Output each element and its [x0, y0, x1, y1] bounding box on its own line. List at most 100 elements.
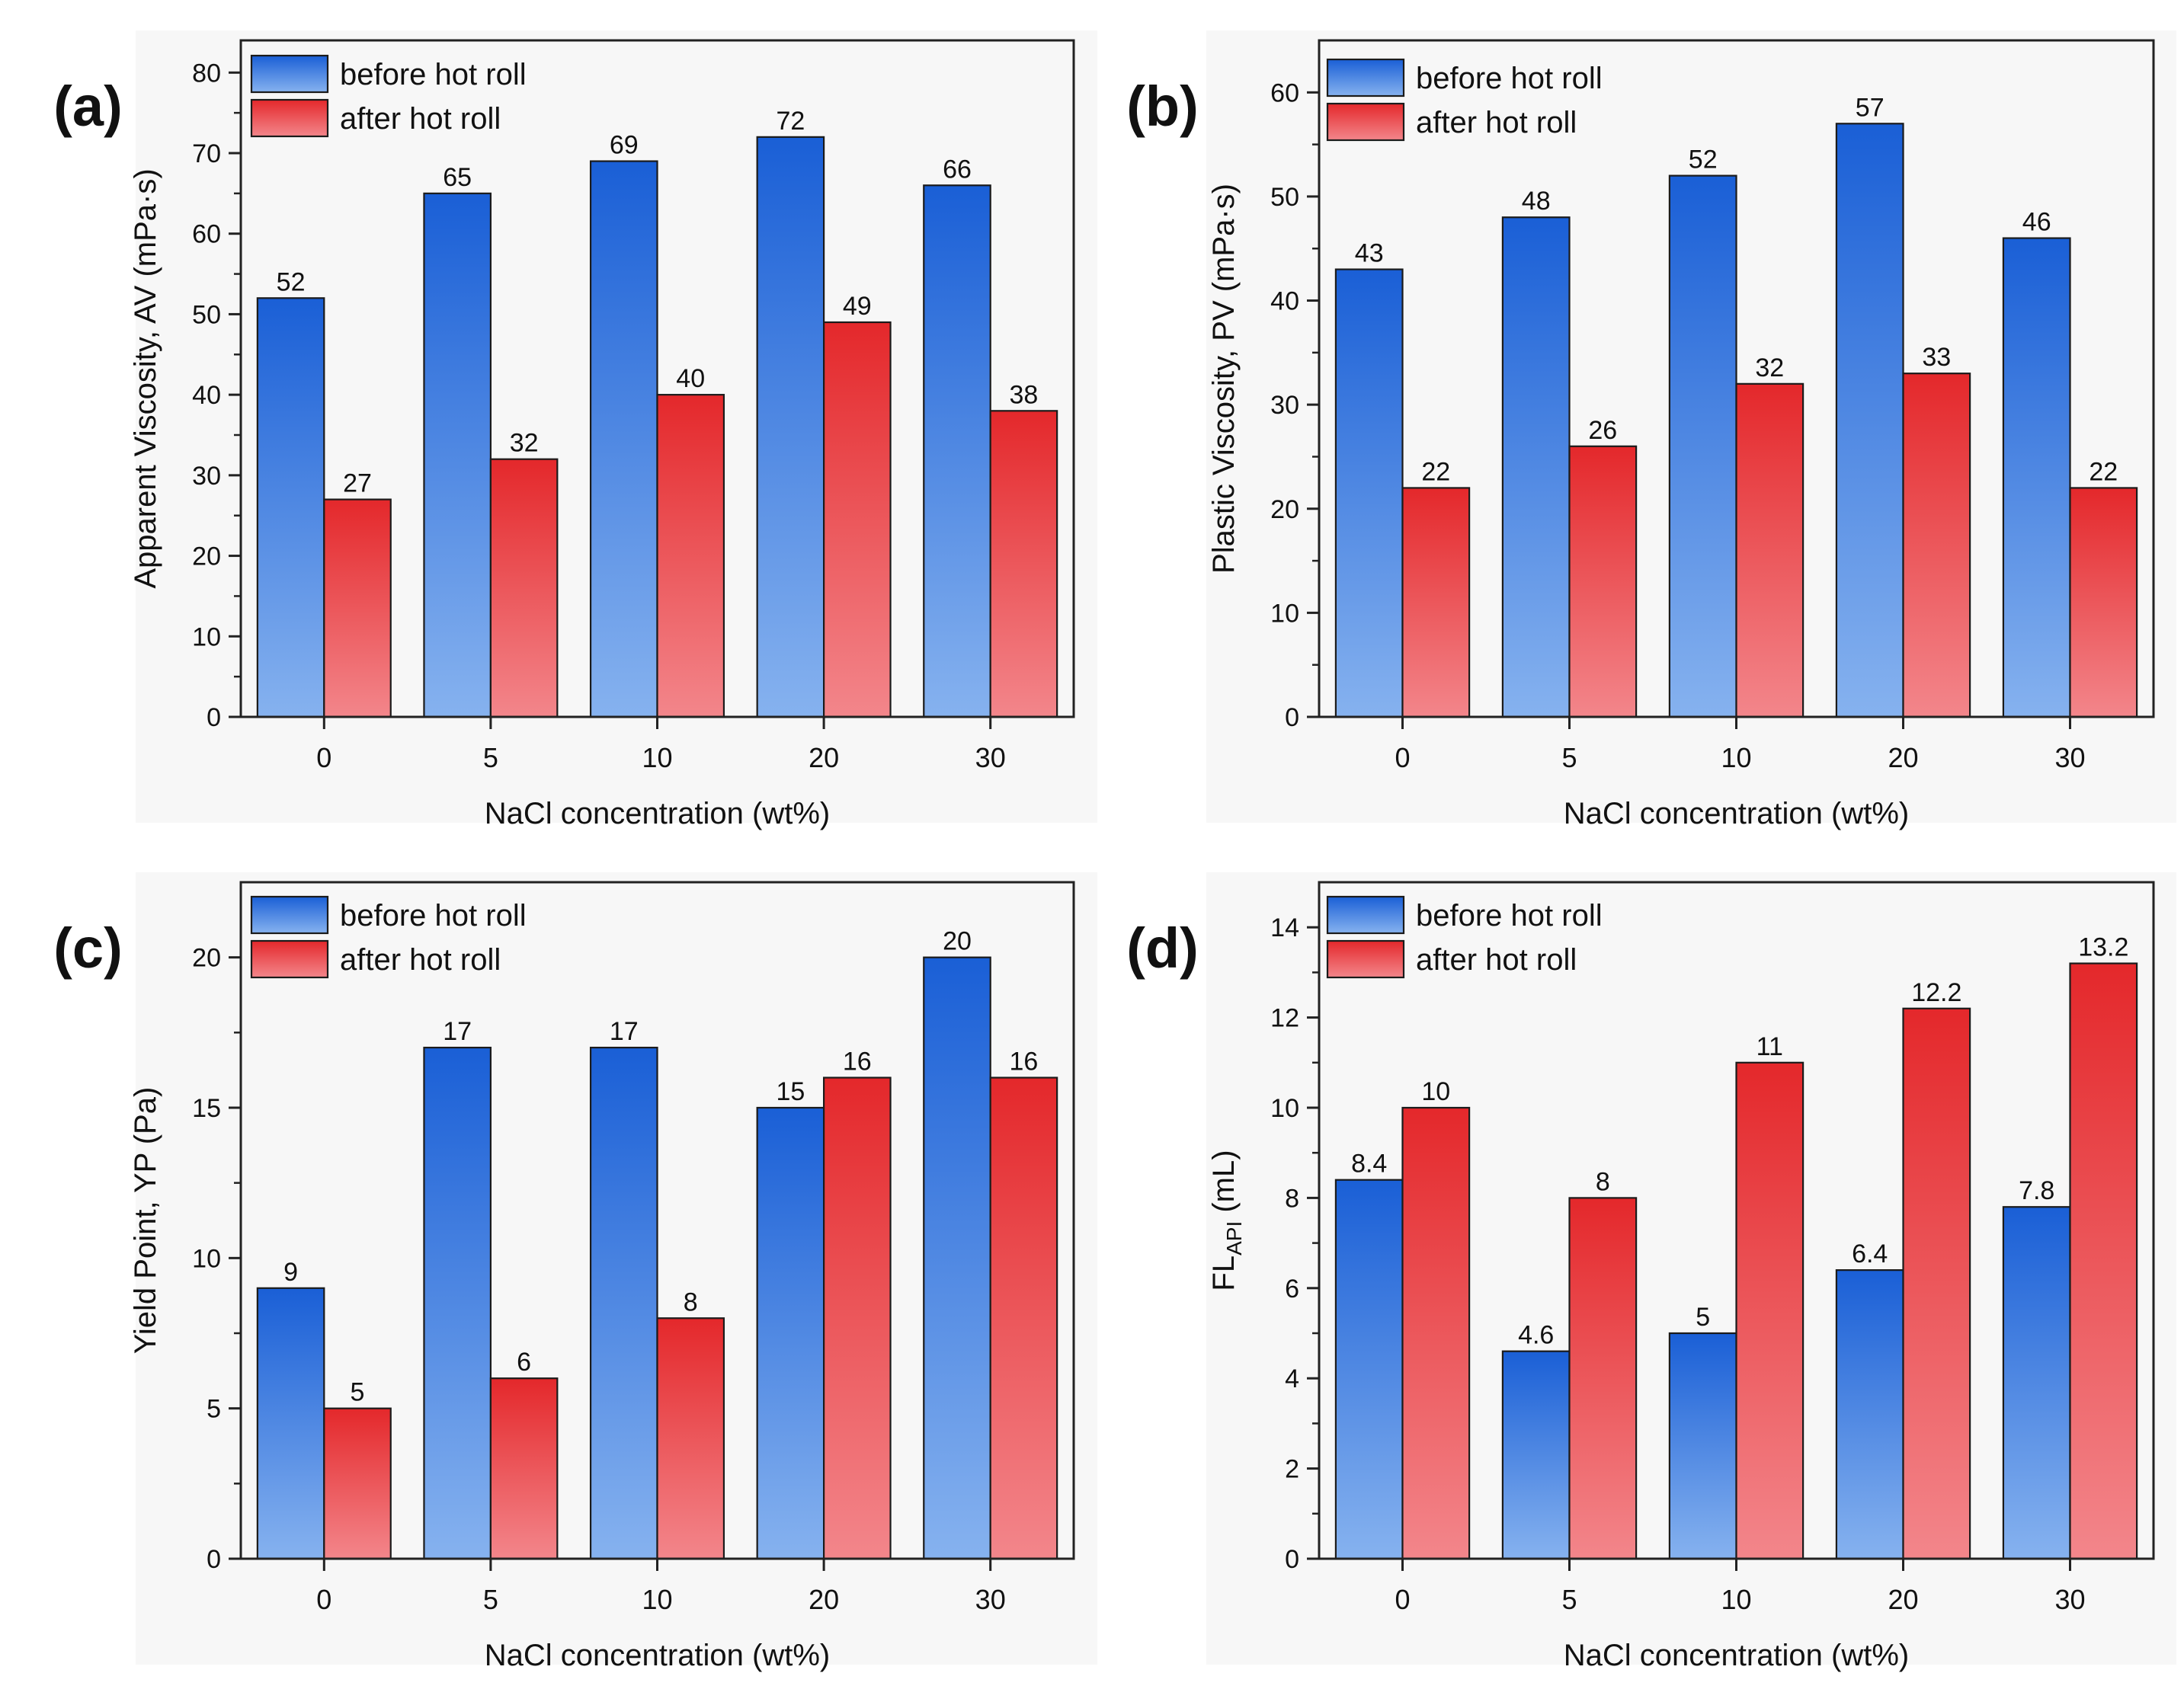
data-label: 16 [843, 1048, 872, 1076]
panel-label: (b) [1126, 75, 1199, 138]
bar-after-5 [489, 1377, 559, 1560]
x-tick-label: 30 [2054, 1584, 2085, 1615]
bar-before-20 [756, 136, 825, 718]
data-label: 49 [843, 292, 872, 321]
data-label: 22 [2089, 457, 2118, 486]
data-label: 46 [2022, 208, 2051, 237]
data-label: 72 [776, 107, 805, 136]
bar-before-20 [1835, 1269, 1904, 1560]
bar-before-30 [923, 184, 991, 718]
bar-after-20 [1902, 1007, 1971, 1560]
x-tick-label: 5 [1561, 1584, 1577, 1615]
data-label: 10 [1421, 1077, 1450, 1106]
bar-before-20 [1835, 123, 1904, 718]
y-tick-label: 20 [192, 944, 221, 973]
y-axis-label: Plastic Viscosity, PV (mPa·s) [1207, 184, 1241, 574]
data-label: 20 [943, 927, 972, 956]
y-tick-label: 12 [1270, 1004, 1299, 1033]
y-tick-label: 0 [207, 703, 221, 732]
legend-swatch-after [1326, 102, 1405, 142]
data-label: 16 [1010, 1048, 1039, 1076]
x-tick-label: 30 [975, 1584, 1006, 1615]
data-label: 7.8 [2019, 1176, 2054, 1205]
legend-label: before hot roll [1416, 899, 1603, 932]
y-tick-label: 0 [1285, 1545, 1299, 1574]
bar-before-10 [589, 160, 658, 718]
panel-label: (c) [53, 916, 122, 980]
data-label: 43 [1355, 239, 1384, 268]
x-tick-label: 5 [1561, 742, 1577, 773]
bar-after-20 [822, 321, 892, 718]
x-tick-label: 30 [975, 742, 1006, 773]
legend-label: after hot roll [340, 943, 501, 977]
data-label: 8 [1596, 1167, 1610, 1196]
panel-label: (d) [1126, 916, 1199, 980]
y-tick-label: 6 [1285, 1275, 1299, 1304]
x-axis-label: NaCl concentration (wt%) [485, 1639, 831, 1672]
legend-swatch-after [250, 939, 329, 979]
data-label: 57 [1856, 93, 1885, 122]
data-label: 65 [443, 163, 472, 192]
y-tick-label: 40 [192, 381, 221, 410]
bar-after-20 [1902, 373, 1971, 718]
bars: 8.4 4.6 5 6.4 7.8 10 8 11 12.2 13.2 [1334, 933, 2138, 1560]
bar-after-5 [489, 458, 559, 718]
bar-before-0 [1334, 268, 1404, 718]
y-tick-label: 10 [1270, 599, 1299, 628]
y-axis-label-subscript: API [1222, 1221, 1246, 1256]
y-tick-label: 50 [1270, 183, 1299, 212]
bar-before-10 [1668, 174, 1737, 718]
data-label: 4.6 [1518, 1321, 1554, 1350]
panel-label: (a) [53, 75, 122, 138]
data-label: 9 [283, 1258, 298, 1287]
bar-after-5 [1568, 445, 1638, 718]
x-axis-label: NaCl concentration (wt%) [485, 797, 831, 830]
y-tick-label: 4 [1285, 1364, 1299, 1393]
bar-after-0 [1401, 1106, 1471, 1560]
legend-label: before hot roll [1416, 62, 1603, 95]
data-label: 17 [443, 1017, 472, 1046]
bar-after-20 [822, 1076, 892, 1560]
bar-before-0 [256, 297, 325, 718]
data-label: 52 [277, 267, 306, 296]
legend-swatch-after [1326, 939, 1405, 979]
data-label: 17 [610, 1017, 639, 1046]
x-tick-label: 10 [1721, 742, 1751, 773]
x-tick-label: 0 [316, 742, 331, 773]
legend-label: before hot roll [340, 58, 527, 91]
x-tick-label: 20 [1888, 1584, 1918, 1615]
legend-swatch-before [250, 895, 329, 935]
x-tick-label: 5 [483, 1584, 498, 1615]
bar-after-10 [1735, 382, 1805, 718]
data-label: 27 [343, 469, 372, 498]
bars: 43 48 52 57 46 22 26 32 33 22 [1334, 93, 2138, 718]
legend-swatch-before [1326, 895, 1405, 935]
data-label: 22 [1421, 457, 1450, 486]
y-tick-label: 5 [207, 1395, 221, 1424]
data-label: 13.2 [2078, 933, 2128, 962]
x-tick-label: 10 [642, 742, 672, 773]
data-label: 6.4 [1852, 1240, 1888, 1268]
bar-before-30 [923, 956, 991, 1560]
bar-before-20 [756, 1106, 825, 1560]
x-tick-label: 0 [1395, 1584, 1410, 1615]
x-tick-label: 20 [809, 1584, 839, 1615]
data-label: 5 [351, 1378, 365, 1407]
panel-d: (d) 8.4 4.6 5 6.4 7.8 10 8 11 12.2 13.2 0 2 4 6 8 10 12 14… [1126, 872, 2176, 1672]
data-label: 8 [684, 1288, 698, 1316]
y-tick-label: 20 [192, 542, 221, 571]
y-tick-label: 30 [192, 462, 221, 491]
y-axis-label: Yield Point, YP (Pa) [129, 1087, 162, 1355]
data-label: 6 [517, 1348, 531, 1377]
y-tick-label: 20 [1270, 495, 1299, 524]
x-axis-label: NaCl concentration (wt%) [1564, 797, 1910, 830]
legend-swatch-before [1326, 58, 1405, 98]
bar-after-10 [1735, 1061, 1805, 1560]
legend-label: after hot roll [1416, 943, 1577, 977]
y-tick-label: 30 [1270, 391, 1299, 420]
data-label: 8.4 [1351, 1150, 1387, 1179]
bar-after-30 [2069, 962, 2138, 1560]
data-label: 12.2 [1911, 978, 1961, 1007]
bar-after-30 [989, 410, 1058, 718]
